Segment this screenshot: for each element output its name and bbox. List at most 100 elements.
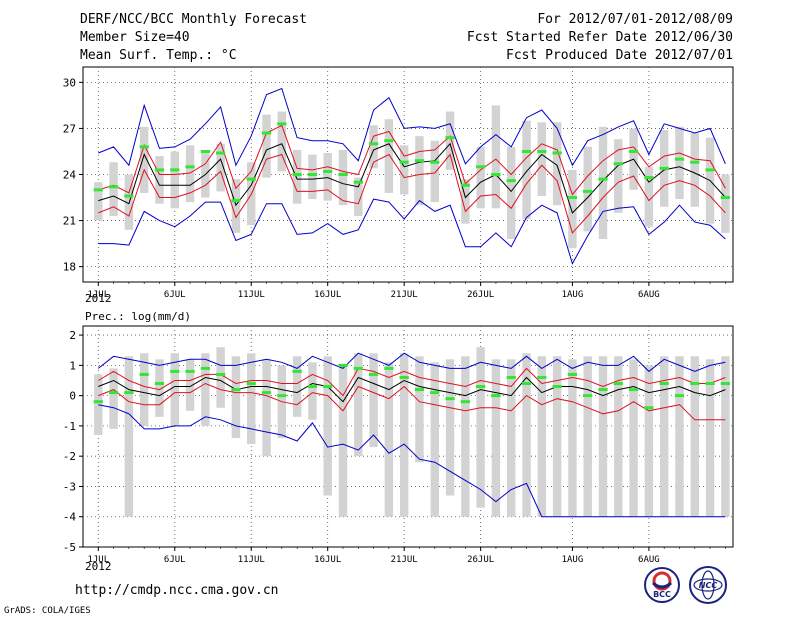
precipitation-box — [109, 368, 118, 429]
precipitation-ytick-label: -5 — [63, 541, 76, 554]
precipitation-x-sublabel: 2012 — [85, 560, 112, 573]
temperature-obs-mark — [216, 151, 226, 155]
precipitation-obs-mark — [430, 391, 440, 395]
precipitation-obs-mark — [521, 382, 532, 386]
precipitation-frame — [82, 325, 734, 548]
precipitation-box — [537, 356, 547, 517]
temperature-box — [262, 114, 271, 178]
temperature-xtick-label: 21JUL — [391, 290, 418, 300]
temperature-ytick-label: 30 — [63, 76, 76, 89]
temperature-box — [491, 105, 501, 209]
temperature-obs-mark — [368, 142, 379, 146]
precipitation-box — [690, 356, 699, 517]
temperature-obs-mark — [200, 149, 210, 153]
precipitation-box — [705, 359, 715, 517]
temperature-obs-mark — [491, 173, 501, 176]
precipitation-obs-mark — [476, 385, 486, 389]
temperature-box — [139, 126, 149, 193]
temperature-xtick-label: 1JUL — [87, 290, 109, 300]
precipitation-obs-mark — [231, 388, 241, 392]
temperature-xtick-label: 6JUL — [164, 290, 186, 300]
temperature-obs-mark — [674, 157, 685, 161]
precipitation-obs-mark — [659, 382, 669, 386]
precipitation-xtick-label: 1AUG — [562, 555, 584, 565]
precipitation-max-line — [97, 352, 726, 373]
temperature-box — [185, 145, 195, 203]
precipitation-box — [721, 356, 730, 517]
precipitation-obs-mark — [353, 366, 363, 370]
precipitation-obs-mark — [445, 397, 455, 401]
precipitation-obs-mark — [216, 372, 226, 376]
header-produced-date: Fcst Produced Date 2012/07/01 — [506, 48, 733, 63]
ncc-logo-text: NCC — [699, 581, 718, 590]
precipitation-box — [614, 356, 623, 517]
temperature-obs-mark — [399, 160, 409, 164]
ncc-logo: NCC — [689, 566, 727, 604]
precipitation-box — [598, 356, 608, 517]
temperature-box — [369, 125, 378, 169]
grads-credit: GrADS: COLA/IGES — [4, 606, 91, 616]
precipitation-box — [94, 374, 103, 435]
temperature-xtick-label: 1AUG — [562, 290, 584, 300]
temperature-p75-line — [98, 124, 726, 196]
precipitation-obs-mark — [705, 382, 715, 386]
precipitation-xtick-label: 6JUL — [164, 555, 186, 565]
temperature-x-sublabel: 2012 — [85, 292, 112, 305]
temperature-obs-mark — [583, 189, 593, 193]
precipitation-box — [216, 347, 225, 408]
precipitation-obs-mark — [720, 382, 730, 386]
temperature-xtick-label: 11JUL — [238, 290, 265, 300]
temperature-box — [537, 122, 547, 196]
precip-panel-title: Prec.: log(mm/d) — [85, 310, 191, 323]
temperature-box — [583, 146, 592, 232]
precipitation-obs-mark — [583, 394, 593, 398]
precipitation-xtick-label: 26JUL — [467, 555, 494, 565]
temperature-obs-mark — [644, 176, 654, 180]
temperature-box — [552, 122, 562, 206]
temperature-obs-mark — [338, 173, 348, 176]
precipitation-box — [292, 356, 302, 417]
precipitation-obs-mark — [139, 372, 149, 376]
precipitation-obs-mark — [506, 375, 516, 379]
precipitation-obs-mark — [613, 382, 623, 386]
precipitation-box — [552, 356, 562, 517]
temperature-obs-mark — [613, 162, 623, 166]
precipitation-obs-mark — [338, 363, 348, 367]
temperature-obs-mark — [231, 199, 241, 203]
precipitation-xtick-label: 11JUL — [238, 555, 265, 565]
precipitation-box — [338, 365, 348, 517]
temperature-obs-mark — [521, 149, 532, 153]
temperature-box — [598, 126, 608, 239]
temperature-xtick-label: 16JUL — [314, 290, 341, 300]
precipitation-ytick-label: -4 — [63, 511, 77, 524]
bcc-logo-text: BCC — [653, 590, 671, 599]
temperature-obs-mark — [261, 131, 272, 135]
precipitation-obs-mark — [185, 369, 195, 373]
precipitation-xtick-label: 16JUL — [314, 555, 341, 565]
precipitation-box — [185, 359, 195, 411]
precipitation-obs-mark — [537, 375, 547, 379]
precipitation-obs-mark — [690, 382, 700, 386]
precipitation-box — [659, 356, 669, 517]
temperature-ytick-label: 21 — [63, 215, 76, 228]
precipitation-xtick-label: 1JUL — [87, 555, 109, 565]
temperature-obs-mark — [170, 168, 180, 172]
precipitation-obs-mark — [108, 391, 119, 395]
precipitation-p25-line — [98, 382, 726, 421]
temperature-box — [507, 146, 516, 239]
precipitation-box — [568, 359, 577, 517]
precipitation-box — [507, 359, 516, 517]
temperature-box — [614, 139, 623, 213]
precipitation-box — [491, 359, 501, 517]
temperature-box — [354, 177, 363, 216]
precipitation-box — [430, 362, 439, 517]
temperature-xtick-label: 6AUG — [638, 290, 660, 300]
temperature-obs-mark — [277, 122, 287, 126]
temperature-box — [461, 179, 470, 224]
temperature-box — [644, 166, 654, 227]
precipitation-obs-mark — [93, 400, 103, 404]
temperature-obs-mark — [552, 151, 562, 155]
precipitation-obs-mark — [154, 382, 165, 386]
precipitation-obs-mark — [246, 382, 256, 386]
temperature-obs-mark — [414, 159, 425, 163]
